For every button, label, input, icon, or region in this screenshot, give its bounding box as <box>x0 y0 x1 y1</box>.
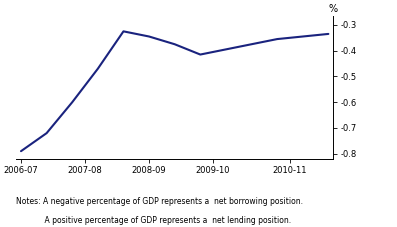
Text: %: % <box>329 5 338 15</box>
Text: A positive percentage of GDP represents a  net lending position.: A positive percentage of GDP represents … <box>16 216 291 225</box>
Text: Notes: A negative percentage of GDP represents a  net borrowing position.: Notes: A negative percentage of GDP repr… <box>16 197 303 207</box>
